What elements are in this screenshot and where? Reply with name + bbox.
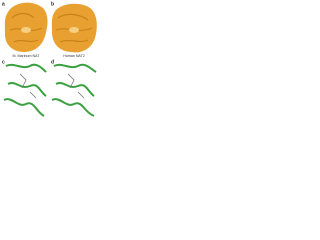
panel-caption: M. Marinum NAT — [13, 54, 41, 58]
protein-surface — [4, 2, 48, 52]
protein-ribbon — [51, 63, 97, 117]
figure: a b c d M. Marinum NAT Human NAT2 — [2, 1, 97, 117]
panel-caption: Human NAT2 — [63, 54, 85, 58]
panel-letter: a — [2, 1, 5, 7]
panel-letter: d — [51, 59, 54, 65]
page: a b c d M. Marinum NAT Human NAT2 (() =>… — [0, 0, 100, 126]
panel-letter: c — [2, 59, 5, 65]
panel-letter: b — [51, 1, 54, 7]
protein-surface — [51, 3, 97, 53]
protein-ribbon — [3, 63, 47, 117]
